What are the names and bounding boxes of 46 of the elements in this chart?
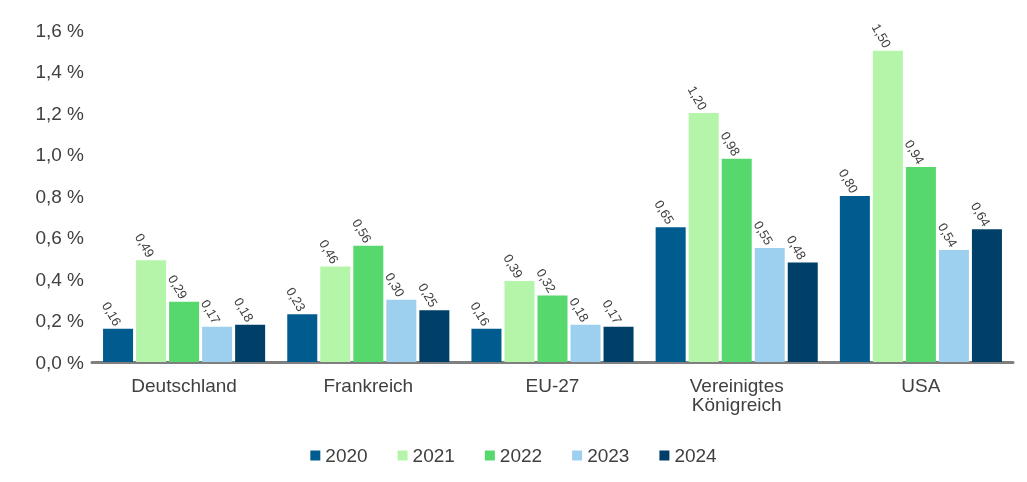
- bar: [603, 326, 634, 362]
- legend-label: 2022: [499, 445, 543, 466]
- bar: [938, 249, 969, 362]
- y-tick-label: 1,4 %: [35, 61, 85, 82]
- bar: [287, 314, 318, 362]
- bar: [419, 310, 450, 362]
- bar: [235, 324, 266, 362]
- bar: [688, 113, 719, 362]
- bar: [136, 260, 167, 362]
- bar: [570, 324, 601, 362]
- y-tick-label: 1,0 %: [35, 144, 85, 165]
- x-tick-label: USA: [901, 375, 941, 396]
- bar: [872, 50, 903, 362]
- bar: [721, 158, 752, 362]
- y-tick-label: 0,6 %: [35, 227, 85, 248]
- bar: [839, 196, 870, 362]
- bar: [103, 328, 134, 362]
- bar: [537, 295, 568, 362]
- bar: [655, 227, 686, 362]
- bar: [202, 326, 233, 362]
- data-label: 0,17: [197, 297, 224, 327]
- y-tick-label: 0,2 %: [35, 310, 85, 331]
- bar: [971, 229, 1002, 362]
- bar: [353, 245, 384, 362]
- x-tick-label: Vereinigtes Königreich: [689, 375, 784, 415]
- x-tick-label: Deutschland: [131, 375, 237, 396]
- bar: [320, 266, 351, 362]
- bar: [787, 262, 818, 362]
- y-tick-label: 0,8 %: [35, 185, 85, 207]
- bar: [754, 247, 785, 362]
- bar: [386, 299, 417, 362]
- y-tick-label: 1,6 %: [35, 19, 85, 41]
- bar: [905, 166, 936, 362]
- legend-label: 2023: [587, 445, 630, 466]
- y-tick-label: 0,0 %: [35, 351, 85, 373]
- x-tick-label: Frankreich: [323, 375, 414, 396]
- y-tick-label: 1,2 %: [35, 102, 85, 124]
- x-tick-label: EU-27: [525, 375, 580, 396]
- bar: [504, 281, 535, 362]
- bar: [471, 328, 502, 362]
- legend-label: 2024: [674, 445, 718, 466]
- bar: [169, 301, 200, 362]
- legend-label: 2021: [412, 445, 455, 466]
- y-tick-label: 0,4 %: [35, 268, 85, 290]
- data-label: 0,17: [599, 297, 626, 327]
- legend-label: 2020: [325, 445, 368, 466]
